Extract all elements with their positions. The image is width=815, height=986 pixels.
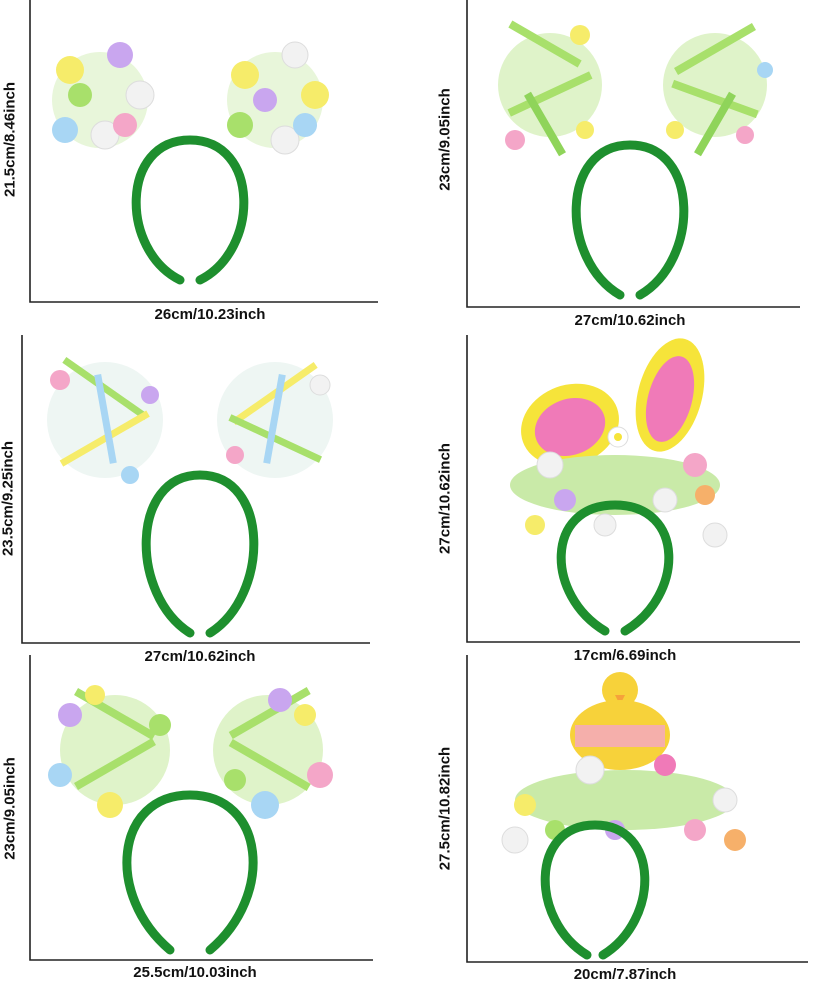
pompom-left [47, 357, 163, 484]
headband-5-illustration [29, 655, 373, 961]
tinsel-cluster [510, 451, 728, 548]
headband [141, 470, 259, 638]
width-dimension-label: 20cm/7.87inch [573, 966, 677, 983]
pompom-right [663, 23, 773, 157]
bunny-ears [521, 338, 705, 467]
dimension-frame [466, 0, 800, 308]
pompom-left [52, 42, 155, 150]
width-dimension-label: 27cm/10.62inch [574, 312, 686, 329]
width-dimension-label: 25.5cm/10.03inch [133, 964, 257, 981]
dimension-frame [21, 335, 370, 644]
height-dimension-label: 23cm/9.05inch [1, 757, 19, 860]
pompom-right [217, 362, 333, 478]
chick [570, 672, 670, 770]
width-dimension-label: 26cm/10.23inch [154, 306, 266, 323]
headband [556, 500, 674, 636]
headband-panel-1: 26cm/10.23inch 21.5cm/8.46inch [0, 0, 400, 330]
headband-1-illustration [29, 0, 378, 303]
headband-panel-4: 17cm/6.69inch 27cm/10.62inch [415, 335, 815, 664]
pompom-left [498, 20, 602, 157]
headband [540, 820, 650, 960]
dimension-frame [466, 655, 808, 963]
tinsel-cluster [501, 754, 746, 854]
headband-panel-6: 20cm/7.87inch 27.5cm/10.82inch [415, 655, 815, 986]
headband-panel-2: 27cm/10.62inch 23cm/9.05inch [415, 0, 815, 330]
height-dimension-label: 21.5cm/8.46inch [1, 81, 19, 198]
width-dimension-label: 17cm/6.69inch [573, 647, 677, 664]
height-dimension-label: 23cm/9.05inch [436, 88, 454, 191]
headband-6-illustration [466, 655, 808, 963]
pompom-right [227, 41, 329, 155]
dimension-frame [466, 335, 800, 643]
dimension-frame [29, 0, 378, 303]
headband-panel-5: 25.5cm/10.03inch 23cm/9.05inch [0, 655, 400, 986]
pompom-right [213, 687, 333, 819]
height-dimension-label: 27cm/10.62inch [436, 443, 454, 554]
headband [571, 140, 689, 300]
headband-4-illustration [466, 335, 800, 643]
pompom-left [48, 685, 171, 818]
headband-panel-3: 27cm/10.62inch 23.5cm/9.25inch [0, 335, 400, 665]
headband [122, 790, 258, 955]
height-dimension-label: 27.5cm/10.82inch [436, 746, 454, 871]
dimension-frame [29, 655, 373, 961]
headband-2-illustration [466, 0, 800, 308]
headband-3-illustration [21, 335, 370, 644]
flower [607, 426, 629, 448]
headband [131, 135, 249, 285]
width-dimension-label: 27cm/10.62inch [144, 648, 256, 665]
height-dimension-label: 23.5cm/9.25inch [0, 440, 17, 557]
